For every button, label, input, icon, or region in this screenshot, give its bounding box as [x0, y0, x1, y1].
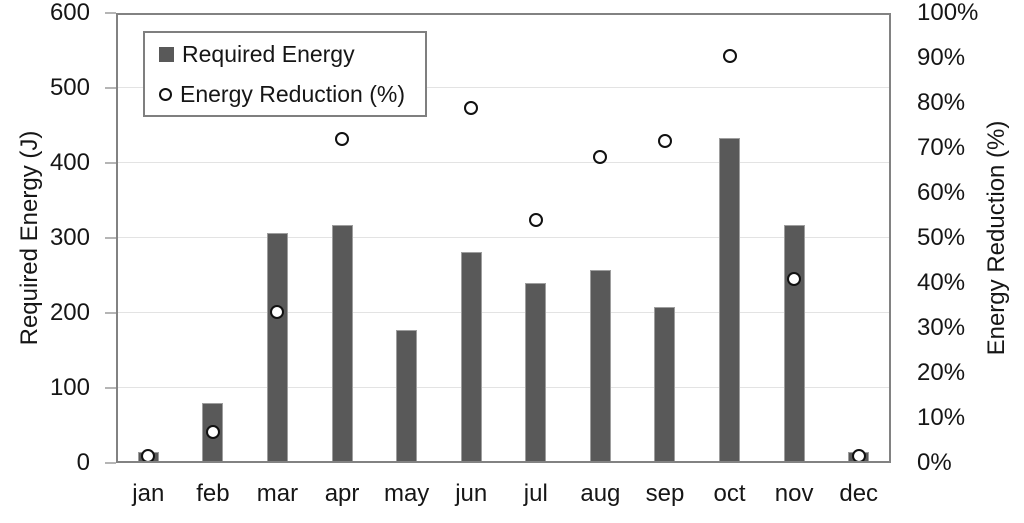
point-mar [270, 305, 285, 320]
right-axis-tick-40%: 40% [917, 269, 966, 296]
legend: Required Energy Energy Reduction (%) [143, 31, 427, 117]
bar-nov [783, 224, 805, 463]
point-jun [464, 100, 479, 115]
bar-sep [654, 307, 676, 463]
right-axis-tick-60%: 60% [917, 179, 966, 206]
x-axis-label-mar: mar [256, 480, 299, 507]
bar-oct [719, 138, 741, 463]
x-axis-label-apr: apr [324, 480, 360, 507]
bar-aug [589, 270, 611, 463]
point-nov [787, 271, 802, 286]
point-dec [851, 449, 866, 464]
right-axis-tick-20%: 20% [917, 359, 966, 386]
left-axis-tickmark [105, 87, 116, 89]
gridline-100 [116, 387, 891, 388]
left-axis-tick-100: 100 [49, 374, 90, 401]
legend-label: Required Energy [182, 40, 355, 67]
right-axis-tick-0%: 0% [917, 449, 952, 476]
left-axis-tickmark [105, 462, 116, 464]
x-axis-label-dec: dec [839, 480, 879, 507]
x-axis-label-nov: nov [774, 480, 814, 507]
bar-swatch-icon [159, 46, 174, 62]
open-circle-marker-icon [159, 87, 172, 101]
point-feb [205, 424, 220, 439]
x-axis-label-jun: jun [455, 480, 488, 507]
point-sep [657, 134, 672, 149]
point-oct [722, 48, 737, 63]
left-axis-tick-500: 500 [49, 74, 90, 101]
gridline-200 [116, 312, 891, 313]
right-axis-tick-80%: 80% [917, 89, 966, 116]
left-axis-tick-300: 300 [49, 224, 90, 251]
left-axis-tick-0: 0 [76, 449, 90, 476]
x-axis-label-feb: feb [196, 480, 230, 507]
x-axis-label-sep: sep [645, 480, 685, 507]
left-axis-tickmark [105, 12, 116, 14]
x-axis-label-jul: jul [523, 480, 548, 507]
right-axis-tick-100%: 100% [917, 0, 979, 26]
point-jul [528, 213, 543, 227]
bar-apr [331, 224, 353, 463]
legend-item-required-energy: Required Energy [159, 34, 425, 74]
left-axis-tick-200: 200 [49, 299, 90, 326]
left-axis-tick-400: 400 [49, 149, 90, 176]
x-axis-label-may: may [383, 480, 430, 507]
left-axis-tickmark [105, 237, 116, 239]
gridline-400 [116, 162, 891, 163]
right-axis-tick-70%: 70% [917, 134, 966, 161]
right-axis-tick-10%: 10% [917, 404, 966, 431]
right-axis-tick-50%: 50% [917, 224, 966, 251]
left-axis-tickmark [105, 162, 116, 164]
legend-label: Energy Reduction (%) [180, 80, 405, 107]
left-axis-tick-600: 600 [49, 0, 90, 26]
bar-mar [266, 232, 288, 463]
x-axis-label-oct: oct [713, 480, 746, 507]
x-axis-label-jan: jan [132, 480, 165, 507]
left-axis-tickmark [105, 312, 116, 314]
left-axis-tickmark [105, 387, 116, 389]
bar-may [396, 329, 418, 463]
bar-jun [460, 251, 482, 463]
point-apr [335, 132, 350, 146]
gridline-300 [116, 237, 891, 238]
right-axis-tick-30%: 30% [917, 314, 966, 341]
gridline-500 [116, 87, 891, 88]
bar-jul [525, 283, 547, 463]
point-aug [593, 150, 608, 164]
right-axis-tick-90%: 90% [917, 44, 966, 71]
legend-item-energy-reduction: Energy Reduction (%) [159, 74, 425, 114]
x-axis-label-aug: aug [580, 480, 621, 507]
